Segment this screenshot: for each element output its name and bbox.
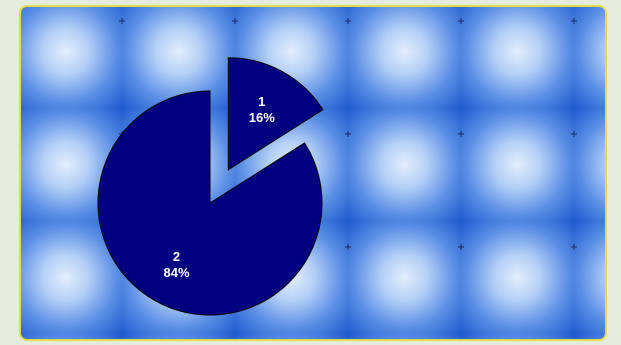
grid-mark xyxy=(232,18,238,24)
grid-mark xyxy=(119,18,125,24)
grid-mark xyxy=(458,131,464,137)
grid-mark xyxy=(571,131,577,137)
slice-category-label: 1 xyxy=(258,94,265,109)
grid-mark xyxy=(458,244,464,250)
pie-slice-2 xyxy=(97,90,323,316)
pie-slice-1 xyxy=(227,57,324,171)
grid-mark xyxy=(345,131,351,137)
slice-category-label: 2 xyxy=(173,249,180,264)
grid-mark xyxy=(345,18,351,24)
chart-frame: 1 16% 2 84% xyxy=(19,5,607,341)
pie-slices xyxy=(97,57,324,316)
grid-mark xyxy=(571,244,577,250)
grid-mark xyxy=(458,18,464,24)
grid-mark xyxy=(571,18,577,24)
grid-mark xyxy=(345,244,351,250)
pie-labels: 116% 284% xyxy=(164,94,276,280)
slice-percent-label: 16% xyxy=(249,110,275,125)
slice-percent-label: 84% xyxy=(164,265,190,280)
pie-chart: 116% 284% xyxy=(21,7,605,339)
